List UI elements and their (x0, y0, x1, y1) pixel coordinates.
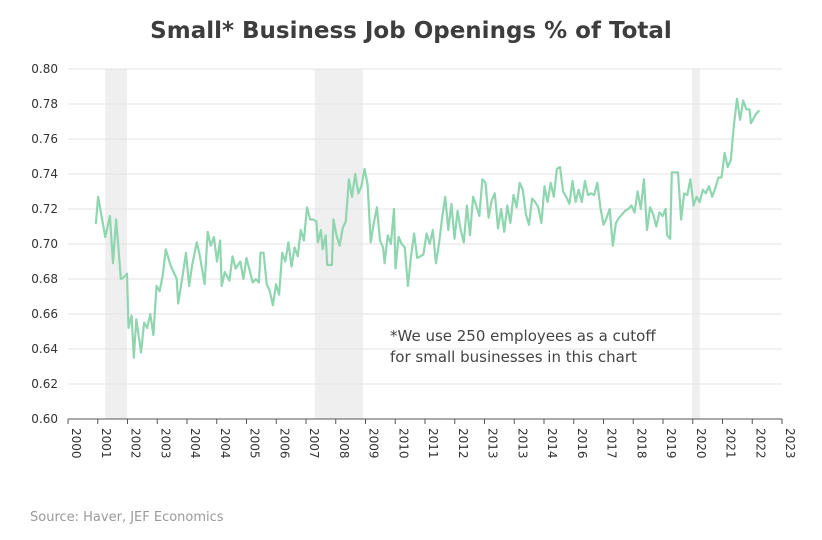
annotation-line-2: for small businesses in this chart (390, 348, 637, 366)
y-tick-label: 0.78 (31, 97, 58, 111)
source-note: Source: Haver, JEF Economics (30, 510, 224, 525)
x-tick-label: 2012 (456, 428, 470, 459)
x-tick-label: 2004 (218, 428, 232, 459)
x-tick-label: 2017 (605, 428, 619, 459)
x-tick-label: 2013 (486, 428, 500, 459)
x-tick-label: 2023 (783, 428, 797, 459)
x-tick-label: 2000 (69, 428, 83, 459)
x-tick-label: 2001 (99, 428, 113, 459)
y-tick-label: 0.72 (31, 202, 58, 216)
series-line (94, 97, 760, 359)
x-tick-label: 2014 (545, 428, 559, 459)
x-tick-label: 2003 (158, 428, 172, 459)
x-tick-label: 2018 (634, 428, 648, 459)
y-tick-label: 0.64 (31, 342, 58, 356)
x-tick-label: 2019 (664, 428, 678, 459)
annotation-line-1: *We use 250 employees as a cutoff (390, 327, 656, 345)
x-tick-label: 2016 (575, 428, 589, 459)
y-tick-label: 0.66 (31, 307, 58, 321)
x-tick-label: 2004 (188, 428, 202, 459)
y-tick-label: 0.60 (31, 412, 58, 426)
y-tick-label: 0.80 (31, 62, 58, 76)
y-tick-label: 0.74 (31, 167, 58, 181)
x-tick-label: 2008 (337, 428, 351, 459)
x-tick-label: 2005 (248, 428, 262, 459)
x-tick-label: 2006 (277, 428, 291, 459)
x-tick-label: 2020 (694, 428, 708, 459)
x-tick-label: 2013 (515, 428, 529, 459)
chart-title: Small* Business Job Openings % of Total (150, 18, 672, 44)
x-tick-label: 2002 (129, 428, 143, 459)
y-tick-label: 0.76 (31, 132, 58, 146)
x-tick-label: 2011 (426, 428, 440, 459)
x-tick-label: 2007 (307, 428, 321, 459)
x-tick-label: 2021 (724, 428, 738, 459)
y-tick-label: 0.70 (31, 237, 58, 251)
x-tick-label: 2022 (753, 428, 767, 459)
y-tick-label: 0.68 (31, 272, 58, 286)
x-tick-label: 2010 (396, 428, 410, 459)
y-tick-label: 0.62 (31, 377, 58, 391)
x-tick-label: 2009 (367, 428, 381, 459)
chart-annotation: *We use 250 employees as a cutoff for sm… (390, 326, 656, 368)
